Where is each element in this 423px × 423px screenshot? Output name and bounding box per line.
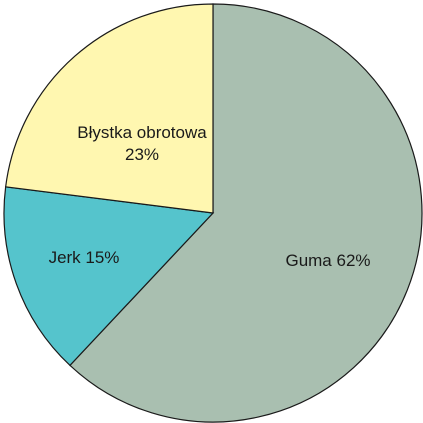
- slice-guma: [69, 3, 423, 423]
- label-guma: Guma 62%: [285, 251, 370, 270]
- slice-blystka: [4, 3, 214, 214]
- label-blystka: Błystka obrotowa 23%: [77, 123, 207, 164]
- label-jerk: Jerk 15%: [49, 248, 120, 267]
- slice-jerk: [3, 186, 215, 367]
